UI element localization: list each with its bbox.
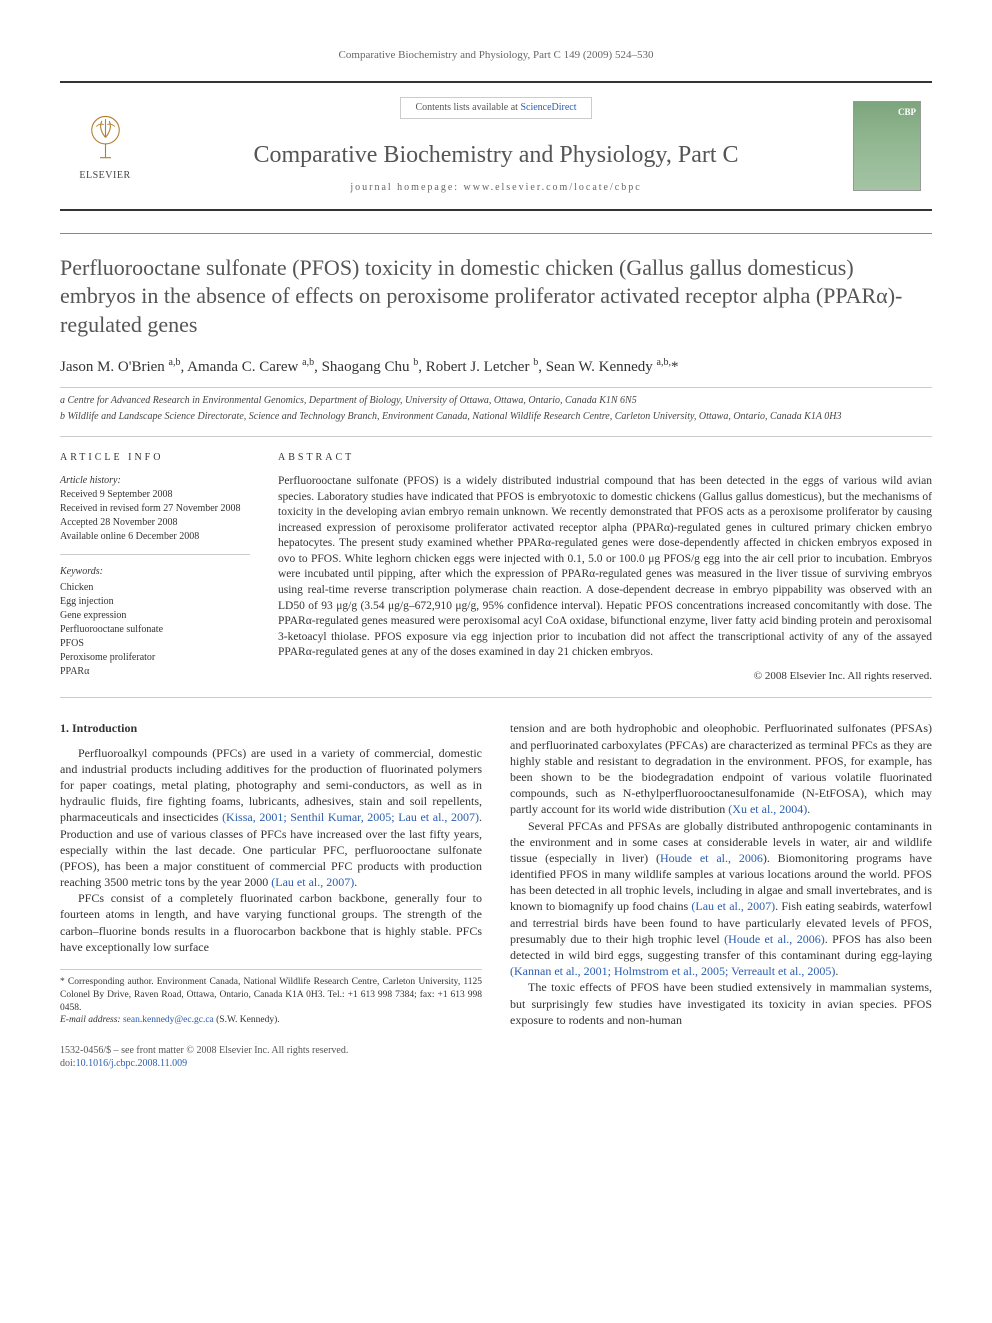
corresponding-author-footnote: * Corresponding author. Environment Cana… [60,969,482,1027]
keyword: Gene expression [60,609,250,623]
homepage-url: www.elsevier.com/locate/cbpc [464,182,642,193]
body-paragraph: Several PFCAs and PFSAs are globally dis… [510,818,932,980]
doi-link[interactable]: 10.1016/j.cbpc.2008.11.009 [76,1058,188,1069]
citation-link[interactable]: (Lau et al., 2007) [691,899,775,913]
history-item: Accepted 28 November 2008 [60,516,250,530]
citation-link[interactable]: (Kissa, 2001; Senthil Kumar, 2005; Lau e… [222,810,479,824]
abstract-text: Perfluorooctane sulfonate (PFOS) is a wi… [278,474,932,660]
citation-link[interactable]: (Lau et al., 2007) [271,875,354,889]
affiliations: a Centre for Advanced Research in Enviro… [60,387,932,424]
citation-link[interactable]: (Xu et al., 2004) [728,802,807,816]
history-item: Received 9 September 2008 [60,488,250,502]
keyword: PPARα [60,665,250,679]
body-paragraph: PFCs consist of a completely fluorinated… [60,890,482,955]
section-heading-intro: 1. Introduction [60,720,482,736]
body-paragraph: The toxic effects of PFOS have been stud… [510,979,932,1028]
history-item: Received in revised form 27 November 200… [60,502,250,516]
elsevier-tree-icon [78,110,133,165]
email-tail: (S.W. Kennedy). [214,1015,280,1025]
publisher-logo: ELSEVIER [60,83,150,209]
abstract-copyright: © 2008 Elsevier Inc. All rights reserved… [278,669,932,684]
contents-prefix: Contents lists available at [415,102,520,113]
affiliation-b: b Wildlife and Landscape Science Directo… [60,410,932,424]
publisher-name: ELSEVIER [79,169,130,183]
journal-header: ELSEVIER Contents lists available at Sci… [60,81,932,211]
history-item: Available online 6 December 2008 [60,530,250,544]
citation-link[interactable]: Houde et al., 2006 [660,851,763,865]
email-label: E-mail address: [60,1015,123,1025]
contents-available-line: Contents lists available at ScienceDirec… [400,97,591,119]
page-footer: 1532-0456/$ – see front matter © 2008 El… [60,1044,932,1071]
article-body: 1. Introduction Perfluoroalkyl compounds… [60,720,932,1028]
keyword: Peroxisome proliferator [60,651,250,665]
keyword: Perfluorooctane sulfonate [60,623,250,637]
abstract-heading: ABSTRACT [278,451,932,465]
keywords-label: Keywords: [60,565,250,579]
journal-name: Comparative Biochemistry and Physiology,… [158,139,834,171]
keyword: Egg injection [60,595,250,609]
history-label: Article history: [60,474,250,488]
body-paragraph: tension and are both hydrophobic and ole… [510,720,932,817]
issn-line: 1532-0456/$ – see front matter © 2008 El… [60,1044,932,1058]
affiliation-a: a Centre for Advanced Research in Enviro… [60,394,932,408]
keyword: PFOS [60,637,250,651]
journal-homepage-line: journal homepage: www.elsevier.com/locat… [158,181,834,195]
article-info-heading: ARTICLE INFO [60,451,250,465]
article-history: Article history: Received 9 September 20… [60,474,250,555]
body-paragraph: Perfluoroalkyl compounds (PFCs) are used… [60,745,482,891]
corresponding-author-text: * Corresponding author. Environment Cana… [60,976,482,1014]
article-title: Perfluorooctane sulfonate (PFOS) toxicit… [60,233,932,356]
running-header: Comparative Biochemistry and Physiology,… [60,48,932,63]
sciencedirect-link[interactable]: ScienceDirect [520,102,576,113]
keywords: Keywords: Chicken Egg injection Gene exp… [60,565,250,679]
homepage-prefix: journal homepage: [350,182,463,193]
citation-link[interactable]: (Kannan et al., 2001; Holmstrom et al., … [510,964,835,978]
email-link[interactable]: sean.kennedy@ec.gc.ca [123,1015,214,1025]
journal-cover-thumbnail [853,101,921,191]
citation-link[interactable]: (Houde et al., 2006) [724,932,825,946]
authors-list: Jason M. O'Brien a,b, Amanda C. Carew a,… [60,356,932,377]
keyword: Chicken [60,581,250,595]
doi-label: doi: [60,1058,76,1069]
